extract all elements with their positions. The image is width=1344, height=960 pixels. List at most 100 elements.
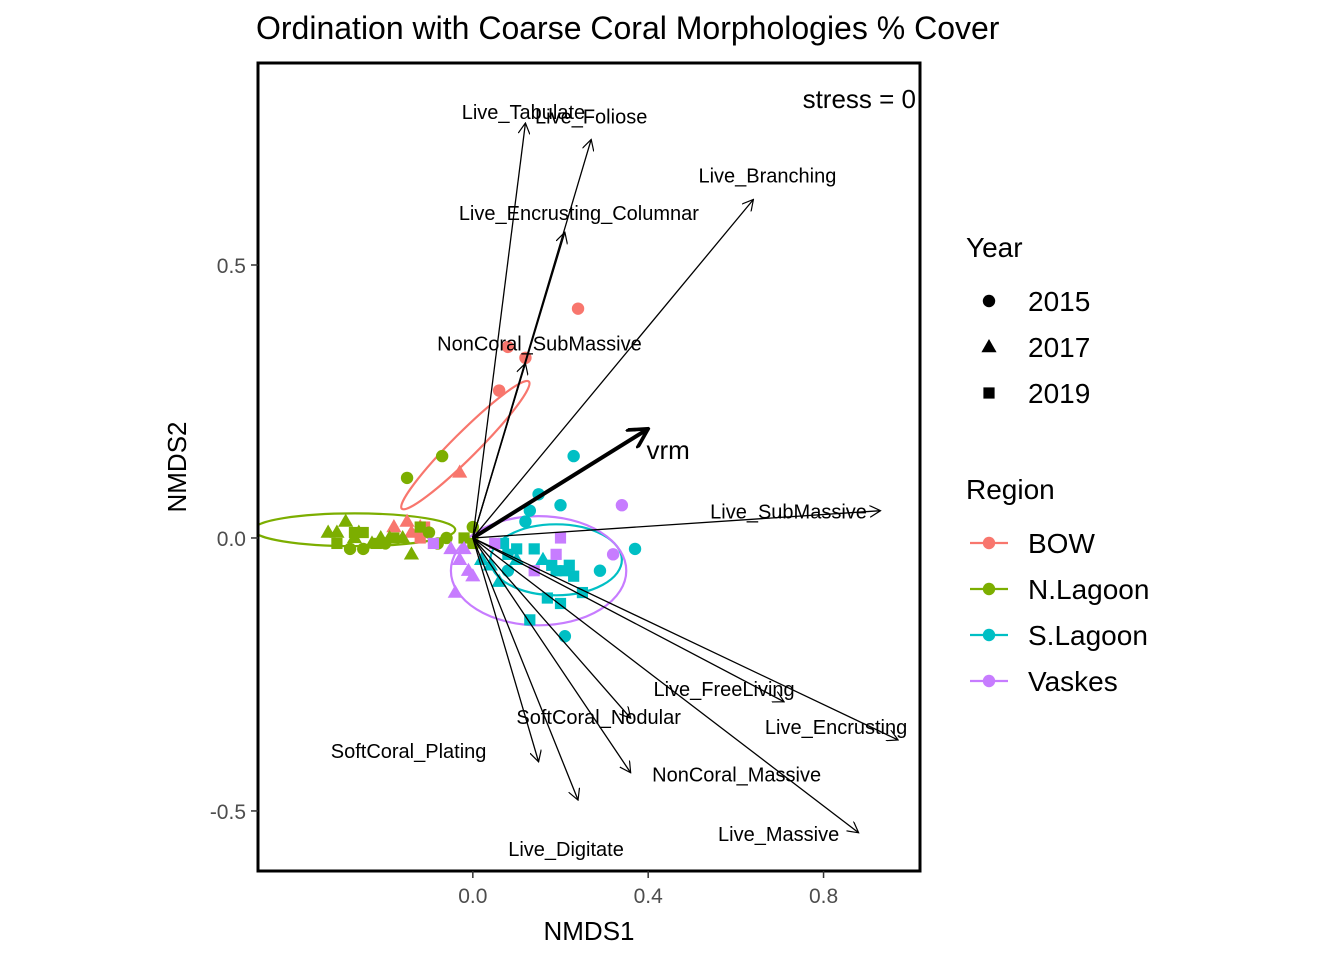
point-vaskes-2015 — [606, 548, 620, 561]
point-vaskes-2019 — [427, 537, 439, 550]
legend-year-circle-icon — [982, 294, 996, 308]
point-s-lagoon-2019 — [541, 592, 553, 604]
y-axis: 0.5 0.0 -0.5 — [210, 255, 258, 824]
legend-year-triangle-icon — [981, 339, 997, 353]
vector-vrm — [471, 429, 648, 540]
point-s-lagoon-2019 — [568, 570, 580, 582]
point-bow-2017 — [399, 513, 415, 527]
point-n-lagoon-2019 — [331, 537, 343, 550]
vector-label-vrm: vrm — [647, 435, 690, 465]
legend-region-item-bow: BOW — [970, 528, 1095, 559]
point-n-lagoon-2015 — [466, 520, 480, 534]
vector-label-live-foliose: Live_Foliose — [535, 106, 647, 128]
point-vaskes-2015 — [615, 499, 629, 512]
vector-label-softcoral-nodular: SoftCoral_Nodular — [516, 707, 681, 729]
legend-region-items: BOW N.Lagoon S.Lagoon Vaskes — [970, 528, 1149, 697]
vector-live-digitate — [472, 537, 578, 800]
point-bow-2017 — [452, 464, 468, 478]
point-n-lagoon-2019 — [458, 532, 470, 544]
point-s-lagoon-2019 — [559, 565, 571, 577]
vector-softcoral-nodular — [472, 537, 631, 718]
point-s-lagoon-2015 — [593, 564, 607, 577]
point-s-lagoon-2015 — [628, 542, 642, 556]
x-axis-title: NMDS1 — [543, 916, 634, 946]
x-axis: 0.0 0.4 0.8 — [458, 871, 838, 908]
legend-region-title: Region — [966, 474, 1055, 505]
point-s-lagoon-2019 — [554, 597, 567, 610]
point-bow-2017 — [386, 519, 402, 533]
point-vaskes-2017 — [452, 551, 468, 566]
legend-region-item-n-lagoon: N.Lagoon — [970, 574, 1149, 605]
vector-label-noncoral-submassive: NonCoral_SubMassive — [437, 333, 642, 355]
legend-region-label: Vaskes — [1028, 666, 1118, 697]
legend-region-label: N.Lagoon — [1028, 574, 1149, 605]
vector-live-encrusting — [472, 537, 898, 740]
plot-panel-border — [256, 61, 922, 873]
point-n-lagoon-2015 — [422, 526, 436, 539]
point-vaskes-2019 — [550, 548, 562, 560]
ellipse-vaskes — [449, 515, 628, 627]
point-n-lagoon-2019 — [467, 537, 479, 550]
legend-region-dot-icon — [982, 582, 996, 596]
point-n-lagoon-2019 — [414, 521, 426, 533]
point-n-lagoon-2015 — [435, 449, 449, 463]
point-s-lagoon-2019 — [511, 543, 523, 555]
point-vaskes-2017 — [447, 584, 463, 598]
vector-live-submassive — [472, 511, 881, 539]
y-axis-title: NMDS2 — [162, 421, 192, 512]
stress-annotation: stress = 0 — [803, 84, 916, 114]
point-s-lagoon-2015 — [501, 564, 515, 577]
legend-year-item-2019: 2019 — [983, 378, 1090, 409]
legend-year-items: 2015 2017 2019 — [981, 286, 1090, 409]
point-s-lagoon-2015 — [558, 630, 572, 643]
point-n-lagoon-2017 — [403, 546, 420, 560]
point-vaskes-2017 — [465, 568, 481, 582]
legend-region-dot-icon — [982, 628, 996, 642]
point-bow-2015 — [492, 384, 506, 397]
point-s-lagoon-2015 — [523, 504, 537, 517]
point-n-lagoon-2019 — [348, 526, 361, 539]
legend-year: Year 2015 2017 2019 — [966, 232, 1090, 409]
point-s-lagoon-2019 — [550, 565, 562, 577]
point-n-lagoon-2019 — [388, 532, 400, 544]
point-n-lagoon-2015 — [343, 542, 357, 556]
point-n-lagoon-2019 — [370, 537, 382, 550]
legend-region-dot-icon — [982, 536, 996, 550]
point-vaskes-2019 — [554, 532, 567, 544]
vector-softcoral-plating — [472, 537, 539, 762]
point-vaskes-2017 — [456, 540, 472, 555]
vector-noncoral-submassive — [472, 363, 526, 539]
point-s-lagoon-2019 — [528, 543, 540, 555]
point-s-lagoon-2015 — [567, 449, 580, 463]
y-tick-label: 0.5 — [217, 255, 246, 278]
chart-title: Ordination with Coarse Coral Morphologie… — [256, 10, 1000, 46]
vector-label-live-tabulate: Live_Tabulate — [462, 102, 585, 124]
x-tick-label: 0.8 — [809, 885, 838, 908]
legend-year-label: 2015 — [1028, 286, 1090, 317]
vector-live-freeliving — [472, 537, 784, 702]
point-s-lagoon-2015 — [554, 499, 567, 512]
point-bow-2015 — [571, 302, 585, 315]
y-tick-label: 0.0 — [217, 528, 246, 551]
point-s-lagoon-2019 — [576, 586, 589, 599]
legend-region-dot-icon — [982, 674, 996, 688]
x-tick-label: 0.4 — [634, 885, 664, 908]
vector-label-live-digitate: Live_Digitate — [508, 839, 624, 861]
ellipses-layer — [258, 379, 628, 627]
legend-region-label: S.Lagoon — [1028, 620, 1148, 651]
point-n-lagoon-2019 — [357, 526, 369, 539]
point-s-lagoon-2019 — [524, 614, 536, 626]
point-bow-2019 — [414, 532, 426, 544]
vector-live-massive — [472, 537, 859, 833]
legend-year-title: Year — [966, 232, 1023, 263]
point-s-lagoon-2015 — [519, 515, 532, 528]
vector-label-noncoral-massive: NonCoral_Massive — [652, 765, 821, 787]
point-n-lagoon-2017 — [320, 524, 336, 538]
legend-region-label: BOW — [1028, 528, 1095, 559]
legend-year-item-2017: 2017 — [981, 332, 1090, 363]
vector-label-live-encrusting: Live_Encrusting — [765, 717, 907, 739]
vector-noncoral-massive — [472, 537, 631, 773]
